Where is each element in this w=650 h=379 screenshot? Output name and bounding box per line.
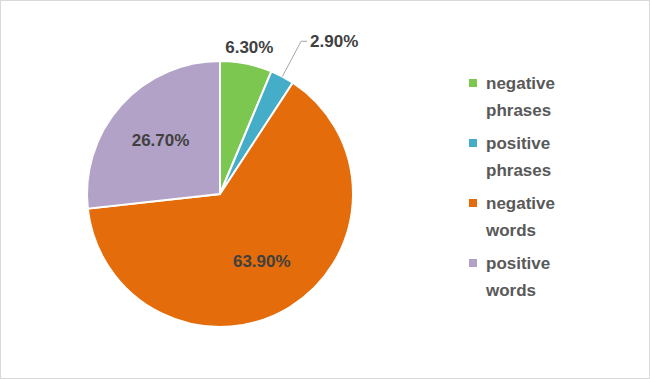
svg-text:6.30%: 6.30% xyxy=(225,38,273,57)
html-text:negative words: negative words xyxy=(486,193,555,240)
html-text:positive phrases: positive phrases xyxy=(486,133,552,180)
svg-text:26.70%: 26.70% xyxy=(132,131,190,150)
svg-text:63.90%: 63.90% xyxy=(233,252,291,271)
html-text:negative phrases: negative phrases xyxy=(486,73,555,120)
svg-text:2.90%: 2.90% xyxy=(310,32,358,51)
html-text:positive words: positive words xyxy=(486,253,551,300)
